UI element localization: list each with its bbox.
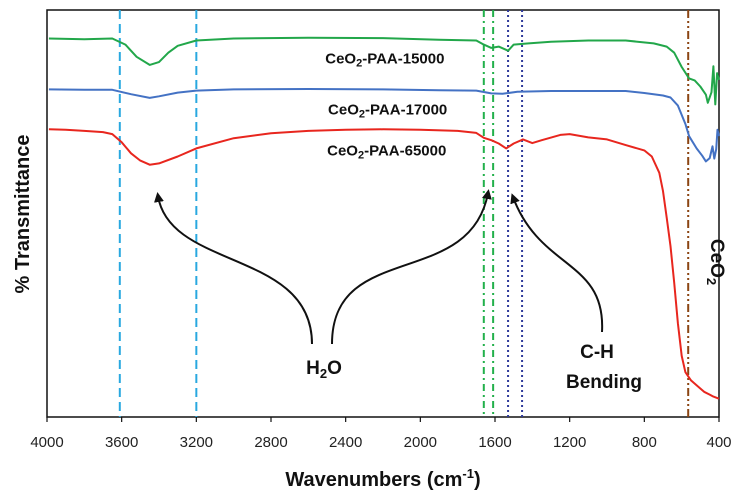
series-label-1: CeO2-PAA-17000	[328, 102, 447, 121]
series-line-2	[48, 128, 720, 400]
series-lines	[48, 36, 720, 400]
x-tick-label: 400	[706, 434, 731, 451]
y-axis-title: % Transmittance	[12, 135, 34, 294]
annotation-arrows	[154, 189, 604, 345]
series-label-0: CeO2-PAA-15000	[325, 51, 444, 70]
series-line-0	[48, 36, 720, 106]
series-line-1	[48, 88, 720, 163]
x-tick-label: 2000	[404, 434, 437, 451]
x-tick-label: 2400	[329, 434, 362, 451]
x-axis-title: Wavenumbers (cm-1)	[285, 466, 480, 491]
x-axis-ticks: 4000 3600 3200 2800 2400 2000 1600 1200 800 400	[30, 417, 732, 451]
x-tick-label: 3200	[180, 434, 213, 451]
annotation-arrow-1	[331, 189, 492, 345]
x-tick-label: 1600	[478, 434, 511, 451]
annotation-arrow-2	[510, 193, 604, 333]
x-tick-label: 3600	[105, 434, 138, 451]
x-tick-label: 2800	[254, 434, 287, 451]
annotation-ch-bending-line1: C-H	[580, 342, 614, 363]
x-tick-label: 1200	[553, 434, 586, 451]
annotation-h2o: H2O	[306, 358, 342, 381]
x-tick-label: 800	[632, 434, 657, 451]
series-label-2: CeO2-PAA-65000	[327, 143, 446, 162]
annotation-arrow-0	[154, 192, 313, 345]
annotation-ch-bending-line2: Bending	[566, 372, 642, 393]
series-labels: CeO2-PAA-15000 CeO2-PAA-17000 CeO2-PAA-650…	[325, 51, 447, 162]
plot-frame	[46, 9, 720, 418]
annotation-ceo2: CeO2	[704, 239, 727, 285]
x-tick-label: 4000	[30, 434, 63, 451]
